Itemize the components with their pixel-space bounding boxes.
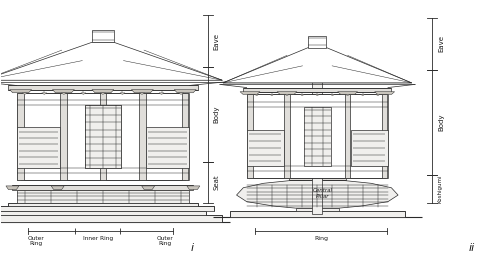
Bar <box>92 30 114 42</box>
Bar <box>60 93 66 180</box>
Polygon shape <box>277 92 297 94</box>
Bar <box>284 94 290 178</box>
Bar <box>18 93 24 180</box>
Bar <box>8 203 198 206</box>
Polygon shape <box>346 94 350 96</box>
Polygon shape <box>81 93 86 95</box>
Text: Ring: Ring <box>314 236 328 241</box>
Polygon shape <box>52 90 74 93</box>
Polygon shape <box>42 93 47 95</box>
Polygon shape <box>376 94 380 96</box>
Bar <box>250 94 384 178</box>
Bar <box>296 208 339 211</box>
Polygon shape <box>120 93 125 95</box>
Bar <box>85 105 121 168</box>
Bar <box>382 94 388 178</box>
Polygon shape <box>361 94 364 96</box>
Polygon shape <box>240 92 260 94</box>
Bar <box>304 107 331 165</box>
Bar <box>16 127 60 168</box>
Bar <box>312 39 322 214</box>
Polygon shape <box>270 94 274 96</box>
Bar <box>182 93 188 180</box>
Polygon shape <box>6 186 19 190</box>
Text: Outer
Ring: Outer Ring <box>157 236 174 246</box>
Text: Body: Body <box>438 114 444 131</box>
Text: Body: Body <box>214 106 220 123</box>
Text: Inner Ring: Inner Ring <box>83 236 113 241</box>
Text: i: i <box>191 243 194 253</box>
Polygon shape <box>285 94 289 96</box>
Bar <box>0 206 214 210</box>
Polygon shape <box>174 90 196 93</box>
Polygon shape <box>330 94 334 96</box>
Bar <box>230 211 405 216</box>
Polygon shape <box>178 93 184 95</box>
Polygon shape <box>51 186 64 190</box>
Bar <box>248 94 252 178</box>
Polygon shape <box>142 186 154 190</box>
Polygon shape <box>316 94 320 96</box>
Bar <box>12 185 194 190</box>
Polygon shape <box>92 90 114 93</box>
Polygon shape <box>300 94 304 96</box>
Text: Koshigumi: Koshigumi <box>438 175 443 203</box>
Polygon shape <box>338 92 357 94</box>
Polygon shape <box>100 93 105 95</box>
Bar <box>139 93 145 180</box>
Text: Outer
Ring: Outer Ring <box>27 236 44 246</box>
Polygon shape <box>187 186 200 190</box>
Bar <box>85 105 121 168</box>
Polygon shape <box>159 93 164 95</box>
Polygon shape <box>22 93 27 95</box>
Polygon shape <box>374 92 394 94</box>
Bar <box>146 127 190 168</box>
Polygon shape <box>236 180 398 208</box>
Bar <box>289 176 346 180</box>
Bar <box>8 85 198 90</box>
Text: Seat: Seat <box>214 175 220 190</box>
Text: ii: ii <box>469 243 475 253</box>
Bar <box>345 94 350 178</box>
Polygon shape <box>223 48 412 83</box>
Bar <box>16 190 190 203</box>
Bar <box>308 36 326 48</box>
Polygon shape <box>10 90 32 93</box>
Bar <box>0 210 206 215</box>
Polygon shape <box>132 90 154 93</box>
Bar <box>246 130 284 165</box>
Text: Eave: Eave <box>214 33 220 50</box>
Text: Central
Pillar: Central Pillar <box>312 188 332 199</box>
Polygon shape <box>62 93 66 95</box>
Bar <box>0 215 222 222</box>
Bar <box>351 130 388 165</box>
Bar <box>20 93 185 180</box>
Polygon shape <box>140 93 144 95</box>
Polygon shape <box>0 42 222 80</box>
Bar <box>244 88 392 92</box>
Polygon shape <box>254 94 258 96</box>
Bar <box>100 93 106 180</box>
Text: Eave: Eave <box>438 35 444 52</box>
